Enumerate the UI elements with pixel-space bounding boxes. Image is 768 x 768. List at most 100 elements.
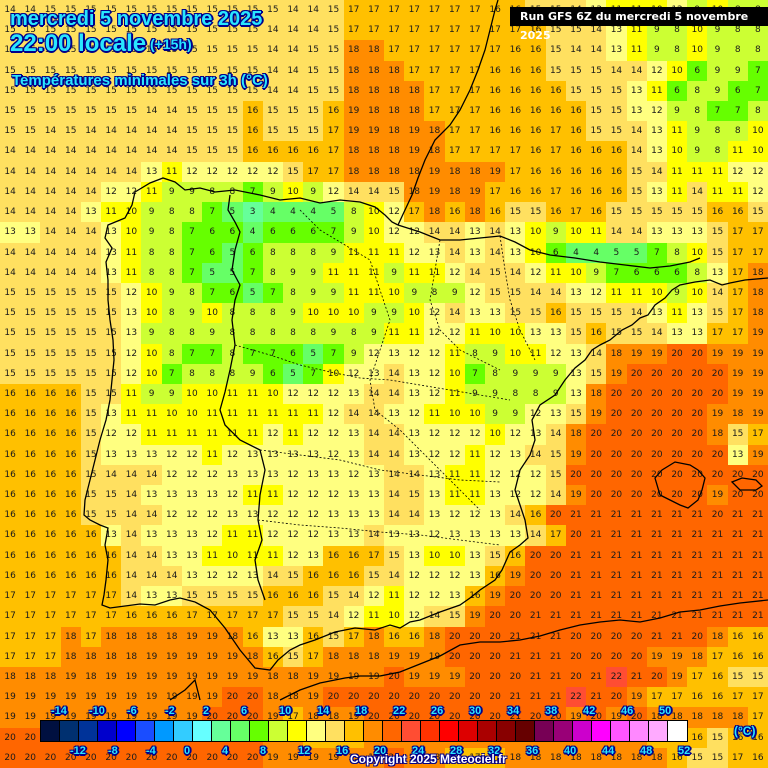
legend-swatch <box>193 721 212 741</box>
grid-cell <box>181 60 203 82</box>
grid-value: 8 <box>148 267 155 278</box>
grid-cell <box>606 242 628 264</box>
grid-cell <box>343 242 365 264</box>
legend-top-label: 42 <box>583 705 596 717</box>
grid-value: 15 <box>590 65 602 76</box>
grid-value: 16 <box>529 45 542 56</box>
legend-swatch <box>364 721 383 741</box>
grid-cell <box>282 121 304 142</box>
grid-value: 14 <box>287 25 299 36</box>
grid-cell <box>222 202 244 223</box>
legend-swatch <box>250 721 269 741</box>
grid-value: 15 <box>65 25 77 36</box>
grid-cell <box>384 242 405 264</box>
legend-swatch <box>440 721 459 741</box>
grid-value: 19 <box>428 186 441 197</box>
grid-value: 15 <box>590 85 602 96</box>
grid-cell <box>60 80 82 102</box>
grid-cell <box>0 161 21 183</box>
grid-value: 12 <box>408 247 421 258</box>
grid-cell <box>363 60 385 82</box>
grid-cell <box>586 242 607 264</box>
grid-value: 13 <box>610 45 623 56</box>
grid-value: 11 <box>408 267 421 278</box>
grid-value: 11 <box>731 146 744 157</box>
grid-value: 15 <box>186 106 198 117</box>
grid-value: 15 <box>529 207 542 218</box>
grid-cell <box>424 60 446 82</box>
grid-cell <box>101 181 122 203</box>
grid-cell <box>262 262 284 284</box>
grid-value: 12 <box>186 166 198 177</box>
grid-value: 17 <box>489 146 501 157</box>
grid-value: 12 <box>388 227 400 238</box>
grid-cell <box>485 40 506 62</box>
grid-cell <box>485 181 506 203</box>
grid-value: 15 <box>44 85 57 96</box>
grid-value: 16 <box>570 186 582 197</box>
grid-value: 13 <box>105 247 117 258</box>
grid-value: 9 <box>552 227 559 238</box>
grid-value: 14 <box>85 267 97 278</box>
grid-cell <box>343 101 365 122</box>
grid-cell <box>80 101 102 122</box>
grid-value: 8 <box>269 247 276 258</box>
grid-cell <box>222 0 244 21</box>
grid-value: 8 <box>350 207 357 218</box>
grid-value: 15 <box>186 65 198 76</box>
grid-cell <box>727 222 749 244</box>
grid-cell <box>343 121 365 142</box>
grid-cell <box>282 40 304 62</box>
grid-value: 18 <box>368 45 380 56</box>
grid-value: 11 <box>347 267 360 278</box>
grid-cell <box>60 262 82 284</box>
variable-title: Températures minimales sur 3h (°C) <box>12 72 268 89</box>
legend-swatch <box>79 721 98 741</box>
grid-cell <box>505 141 526 163</box>
grid-value: 15 <box>246 65 259 76</box>
grid-value: 18 <box>388 146 400 157</box>
grid-cell <box>707 181 729 203</box>
grid-value: 11 <box>590 227 602 238</box>
grid-cell <box>404 161 425 183</box>
grid-cell <box>80 181 102 203</box>
grid-cell <box>525 222 547 244</box>
grid-value: 16 <box>550 207 562 218</box>
grid-cell <box>282 242 304 264</box>
grid-value: 7 <box>613 267 620 278</box>
grid-value: 10 <box>752 126 764 137</box>
grid-value: 14 <box>4 247 16 258</box>
grid-cell <box>262 202 284 223</box>
grid-value: 8 <box>148 247 155 258</box>
grid-value: 15 <box>388 186 400 197</box>
grid-cell <box>404 141 425 163</box>
grid-cell <box>40 40 62 62</box>
grid-value: 14 <box>630 65 643 76</box>
grid-cell <box>444 101 466 122</box>
grid-cell <box>606 121 628 142</box>
grid-cell <box>242 20 264 41</box>
grid-cell <box>444 222 466 244</box>
grid-value: 13 <box>469 247 481 258</box>
grid-cell <box>303 161 324 183</box>
grid-cell <box>80 40 102 62</box>
grid-value: 14 <box>44 267 57 278</box>
grid-cell <box>323 101 345 122</box>
grid-value: 6 <box>290 227 296 238</box>
grid-cell <box>101 222 122 244</box>
grid-cell <box>101 242 122 264</box>
grid-cell <box>404 0 425 21</box>
grid-value: 8 <box>269 267 276 278</box>
grid-cell <box>404 181 425 203</box>
grid-value: 15 <box>24 85 37 96</box>
grid-cell <box>101 121 122 142</box>
grid-cell <box>525 161 547 183</box>
grid-cell <box>565 222 587 244</box>
grid-value: 9 <box>269 186 276 197</box>
grid-cell <box>242 80 264 102</box>
grid-cell <box>525 121 547 142</box>
grid-value: 14 <box>145 146 158 157</box>
grid-value: 16 <box>449 207 461 218</box>
grid-value: 15 <box>327 25 340 36</box>
